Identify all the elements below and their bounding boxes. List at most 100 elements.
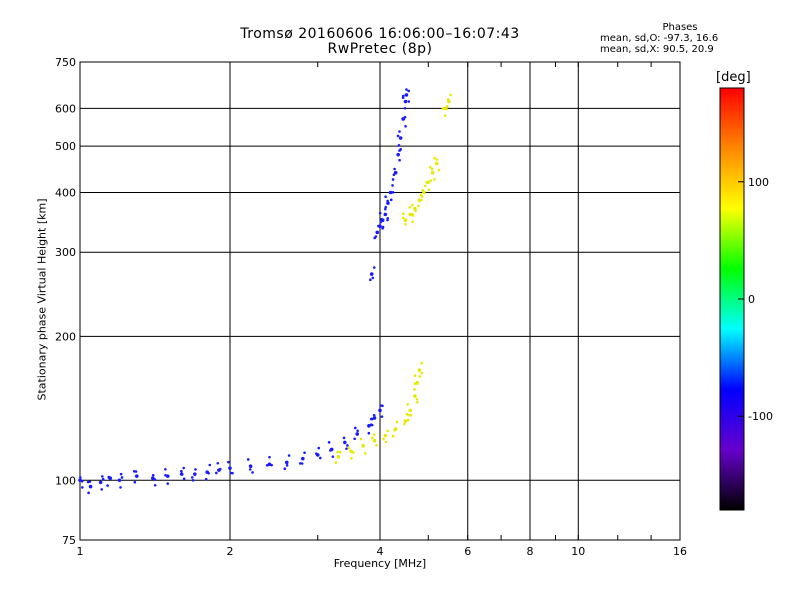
y-tick-label: 75 xyxy=(62,534,76,547)
data-point xyxy=(386,199,389,203)
data-point xyxy=(270,463,273,467)
data-point xyxy=(134,474,139,478)
data-point xyxy=(204,477,208,481)
data-point xyxy=(401,212,405,216)
data-point xyxy=(382,437,385,441)
data-point xyxy=(415,397,419,401)
chart-title-block: Tromsø 20160606 16:06:00–16:07:43 RwPret… xyxy=(230,27,530,57)
data-point xyxy=(287,454,291,457)
x-tick-label: 6 xyxy=(464,545,471,558)
data-point xyxy=(398,149,401,152)
data-point xyxy=(374,235,378,238)
data-point xyxy=(415,382,419,385)
data-point xyxy=(418,375,422,378)
data-point xyxy=(101,477,105,481)
data-point xyxy=(372,416,377,420)
data-point xyxy=(417,368,422,372)
data-point xyxy=(372,413,376,417)
data-point xyxy=(314,452,318,455)
data-point xyxy=(384,195,387,198)
data-point xyxy=(117,478,122,483)
data-point xyxy=(345,447,348,450)
data-point xyxy=(393,428,396,432)
x-tick-label: 1 xyxy=(77,545,84,558)
data-point xyxy=(248,468,252,471)
data-point xyxy=(331,455,335,458)
data-point xyxy=(443,114,447,117)
data-point xyxy=(371,276,375,280)
data-point xyxy=(435,158,439,161)
data-point xyxy=(379,220,383,224)
colorbar-tick-label: -100 xyxy=(748,410,773,423)
data-point xyxy=(165,474,170,478)
data-point xyxy=(301,456,305,461)
x-tick-label: 8 xyxy=(527,545,534,558)
data-point xyxy=(380,218,385,223)
colorbar-tick-label: 0 xyxy=(748,293,755,306)
data-point xyxy=(421,189,425,192)
x-tick-label: 10 xyxy=(571,545,585,558)
data-point xyxy=(100,488,103,491)
data-point xyxy=(191,478,195,482)
data-point xyxy=(383,212,388,217)
data-point xyxy=(208,463,212,467)
data-point xyxy=(414,209,417,212)
data-point xyxy=(353,426,357,430)
data-point xyxy=(347,446,351,450)
y-tick-label: 400 xyxy=(55,186,76,199)
data-point xyxy=(395,420,399,424)
data-point xyxy=(406,418,410,422)
data-point xyxy=(430,167,434,171)
data-point xyxy=(379,404,382,407)
data-point xyxy=(151,473,155,477)
y-tick-label: 200 xyxy=(55,330,76,343)
data-point xyxy=(429,179,433,182)
data-point xyxy=(370,436,374,440)
data-point xyxy=(449,93,452,97)
data-point xyxy=(378,211,382,215)
data-point xyxy=(404,222,407,226)
data-point xyxy=(231,471,234,475)
data-point xyxy=(386,218,389,222)
data-point xyxy=(420,198,423,202)
data-point xyxy=(218,467,222,471)
data-point xyxy=(398,158,401,162)
x-axis-label: Frequency [MHz] xyxy=(333,557,427,570)
data-point xyxy=(384,440,388,444)
data-point xyxy=(303,451,306,454)
data-point xyxy=(407,100,411,103)
data-point xyxy=(391,184,394,187)
data-point xyxy=(433,156,436,160)
data-point xyxy=(215,471,218,475)
data-point xyxy=(388,190,393,195)
data-point xyxy=(408,206,412,209)
data-point xyxy=(404,125,407,128)
y-tick-label: 100 xyxy=(55,474,76,487)
data-point xyxy=(396,152,400,157)
data-point xyxy=(409,414,413,417)
data-point xyxy=(425,181,428,184)
data-point xyxy=(381,225,385,229)
data-point xyxy=(417,204,420,208)
data-point xyxy=(396,134,400,138)
x-tick-label: 2 xyxy=(227,545,234,558)
data-point xyxy=(420,371,424,375)
data-point xyxy=(437,168,441,172)
data-point xyxy=(355,432,359,436)
chart-subtitle: RwPretec (8p) xyxy=(327,41,433,57)
data-point xyxy=(101,475,104,478)
y-tick-label: 500 xyxy=(55,140,76,153)
data-point xyxy=(182,477,186,481)
data-point xyxy=(361,443,365,447)
y-axis-label: Stationary phase Virtual Height [km] xyxy=(35,198,49,401)
data-point xyxy=(377,224,381,228)
data-point xyxy=(81,486,84,489)
data-point xyxy=(338,450,342,454)
data-point xyxy=(398,130,401,133)
data-point xyxy=(353,437,356,441)
data-point xyxy=(391,434,395,438)
y-tick-label: 600 xyxy=(55,102,76,115)
data-point xyxy=(403,419,408,423)
data-point xyxy=(403,99,408,104)
data-point xyxy=(434,161,439,166)
